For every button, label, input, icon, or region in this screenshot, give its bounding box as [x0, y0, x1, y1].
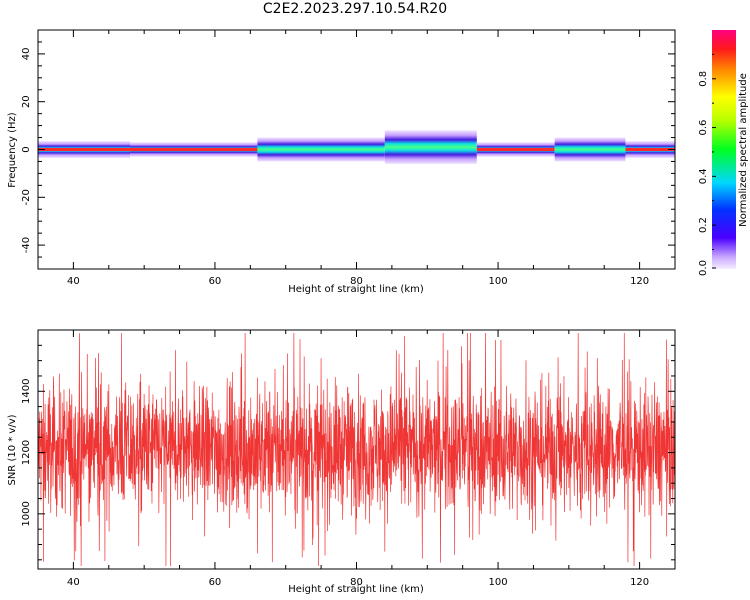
y-tick-label: 1200 [21, 440, 32, 465]
y-tick-label: 0 [21, 146, 32, 152]
colorbar-tick-label: 0.4 [698, 168, 709, 184]
x-tick-label: 60 [209, 577, 222, 588]
y-tick-label: 40 [21, 48, 32, 61]
x-tick-label: 40 [67, 276, 80, 287]
spectrum-peak-line [625, 147, 675, 152]
snr-series-line [38, 333, 675, 566]
x-tick-label: 40 [67, 577, 80, 588]
spectrum-ticks: 40 60 80 100 120 -40 -20 0 20 40 [21, 29, 676, 287]
chart-title: C2E2.2023.297.10.54.R20 [262, 1, 448, 17]
spectrum-x-axis-label: Height of straight line (km) [288, 284, 424, 295]
colorbar-tick-label: 0.8 [698, 71, 709, 87]
x-tick-label: 120 [630, 577, 649, 588]
spectrum-peak-line [38, 147, 131, 152]
x-tick-label: 80 [350, 276, 363, 287]
spectrum-segment [257, 137, 385, 162]
colorbar-label: Normalized spectral amplitude [738, 73, 749, 227]
x-tick-label: 80 [350, 577, 363, 588]
y-tick-label: -20 [21, 189, 32, 205]
spectrum-y-axis-label: Frequency (Hz) [7, 112, 18, 188]
y-tick-label: 1400 [21, 379, 32, 404]
colorbar-tick-label: 0.0 [698, 260, 709, 276]
x-tick-label: 60 [209, 276, 222, 287]
x-tick-label: 100 [489, 577, 508, 588]
snr-y-axis-label: SNR (10 * v/v) [7, 414, 18, 485]
colorbar-gradient [712, 30, 736, 269]
snr-ticks: 40 60 80 100 120 1000 1200 1400 [21, 329, 676, 588]
spectrum-panel: 40 60 80 100 120 -40 -20 0 20 40 Height of straig… [7, 29, 676, 295]
spectrum-peak-line [476, 147, 555, 152]
colorbar-ticks: 0.0 0.2 0.4 0.6 0.8 [698, 53, 716, 276]
colorbar-tick-label: 0.2 [698, 217, 709, 233]
spectrum-band [38, 130, 675, 164]
colorbar-tick-label: 0.6 [698, 120, 709, 136]
snr-x-axis-label: Height of straight line (km) [288, 584, 424, 595]
spectrum-segment [384, 130, 477, 164]
colorbar: 0.0 0.2 0.4 0.6 0.8 Normalized spectral ampl… [698, 30, 749, 276]
spectrum-segment [554, 137, 626, 162]
spectrum-peak-line [130, 147, 258, 152]
x-tick-label: 120 [630, 276, 649, 287]
x-tick-label: 100 [489, 276, 508, 287]
y-tick-label: 20 [21, 95, 32, 108]
y-tick-label: 1000 [21, 501, 32, 526]
snr-panel: 40 60 80 100 120 1000 1200 1400 Height of strai… [7, 329, 676, 595]
y-tick-label: -40 [21, 237, 32, 253]
